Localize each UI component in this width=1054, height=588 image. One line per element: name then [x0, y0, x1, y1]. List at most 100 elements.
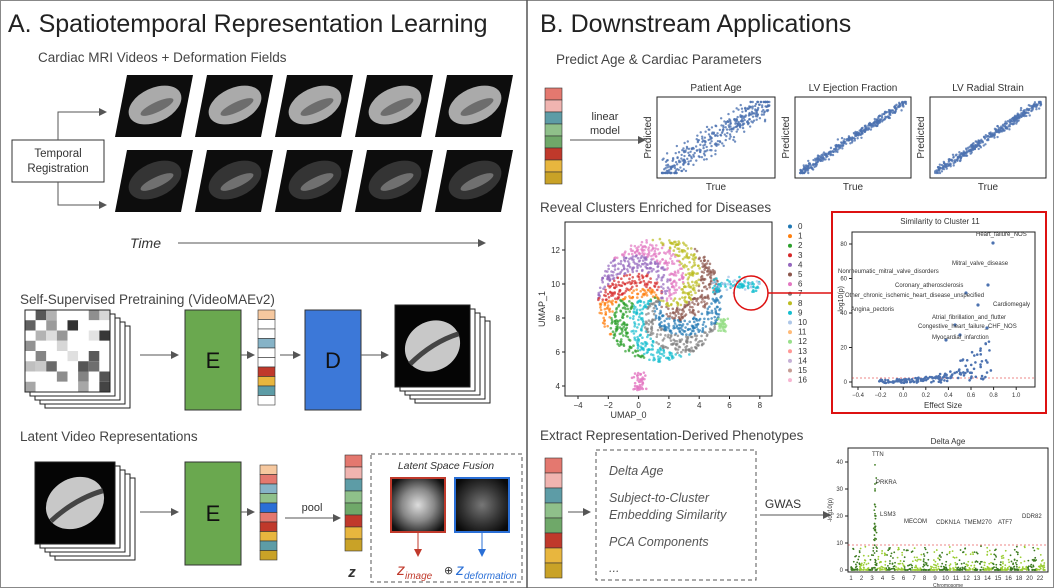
point: [963, 154, 965, 156]
point: [645, 306, 648, 309]
point: [687, 293, 690, 296]
point: [672, 356, 675, 359]
token: [258, 339, 275, 349]
point: [703, 158, 705, 160]
point: [751, 111, 753, 113]
patch: [99, 310, 110, 320]
point: [614, 256, 617, 259]
patch: [78, 361, 89, 371]
token: [545, 88, 562, 100]
point: [700, 335, 703, 338]
point: [816, 163, 818, 165]
point: [673, 249, 676, 252]
point: [900, 560, 902, 562]
point: [686, 338, 689, 341]
point: [663, 325, 666, 328]
point: [710, 140, 712, 142]
point: [645, 291, 648, 294]
annotation: Atrial_fibrillation_and_flutter: [932, 315, 1006, 321]
label: model: [590, 125, 620, 137]
point: [757, 101, 759, 103]
point: [974, 551, 976, 553]
point: [701, 137, 703, 139]
point: [638, 299, 641, 302]
point: [729, 123, 731, 125]
point: [1004, 564, 1006, 566]
point: [914, 567, 916, 569]
point: [688, 309, 691, 312]
point: [807, 172, 809, 174]
point: [613, 277, 616, 280]
point: [649, 303, 652, 306]
point: [1024, 112, 1026, 114]
point: [617, 320, 620, 323]
point: [622, 264, 625, 267]
point: [962, 152, 964, 154]
point: [646, 322, 649, 325]
point: [857, 559, 859, 561]
point: [696, 323, 699, 326]
point: [628, 278, 631, 281]
point: [616, 340, 619, 343]
point: [631, 376, 634, 379]
point: [956, 160, 958, 162]
point: [698, 267, 701, 270]
point: [711, 281, 714, 284]
point: [945, 566, 947, 568]
point: [628, 338, 631, 341]
point: [717, 143, 719, 145]
point: [986, 139, 988, 141]
patch: [99, 361, 110, 371]
point: [634, 282, 637, 285]
point: [666, 290, 669, 293]
y-tick-label: 8: [556, 314, 561, 323]
point: [848, 139, 850, 141]
point: [1038, 548, 1040, 550]
patch: [46, 351, 57, 361]
point: [950, 563, 952, 565]
point: [932, 569, 934, 571]
x-tick-label: −4: [573, 401, 583, 410]
point: [1040, 554, 1042, 556]
plot-title: LV Ejection Fraction: [809, 83, 898, 94]
point: [665, 172, 667, 174]
point: [678, 151, 680, 153]
point: [696, 250, 699, 253]
point: [627, 288, 630, 291]
point: [1025, 567, 1027, 569]
point: [656, 333, 659, 336]
point: [992, 567, 994, 569]
point: [672, 243, 675, 246]
point: [718, 309, 721, 312]
point: [973, 567, 975, 569]
point: [665, 161, 667, 163]
token: [260, 484, 277, 494]
point: [854, 556, 856, 558]
point: [1016, 566, 1018, 568]
point: [644, 374, 647, 377]
point: [690, 160, 692, 162]
point: [604, 304, 607, 307]
point: [965, 148, 967, 150]
token: [258, 367, 275, 377]
point: [719, 129, 721, 131]
point: [641, 241, 644, 244]
x-tick-label: 0.0: [899, 393, 908, 399]
point: [989, 550, 991, 552]
point: [723, 282, 726, 285]
point: [694, 281, 697, 284]
point: [657, 265, 660, 268]
symbol: z: [396, 562, 405, 579]
point: [927, 569, 929, 571]
point: [755, 119, 757, 121]
patch: [68, 320, 79, 330]
point: [691, 147, 693, 149]
point: [614, 320, 617, 323]
point: [676, 243, 679, 246]
token: [545, 136, 562, 148]
point: [679, 278, 682, 281]
point: [678, 250, 681, 253]
point: [628, 350, 631, 353]
point: [694, 152, 696, 154]
point: [682, 163, 684, 165]
